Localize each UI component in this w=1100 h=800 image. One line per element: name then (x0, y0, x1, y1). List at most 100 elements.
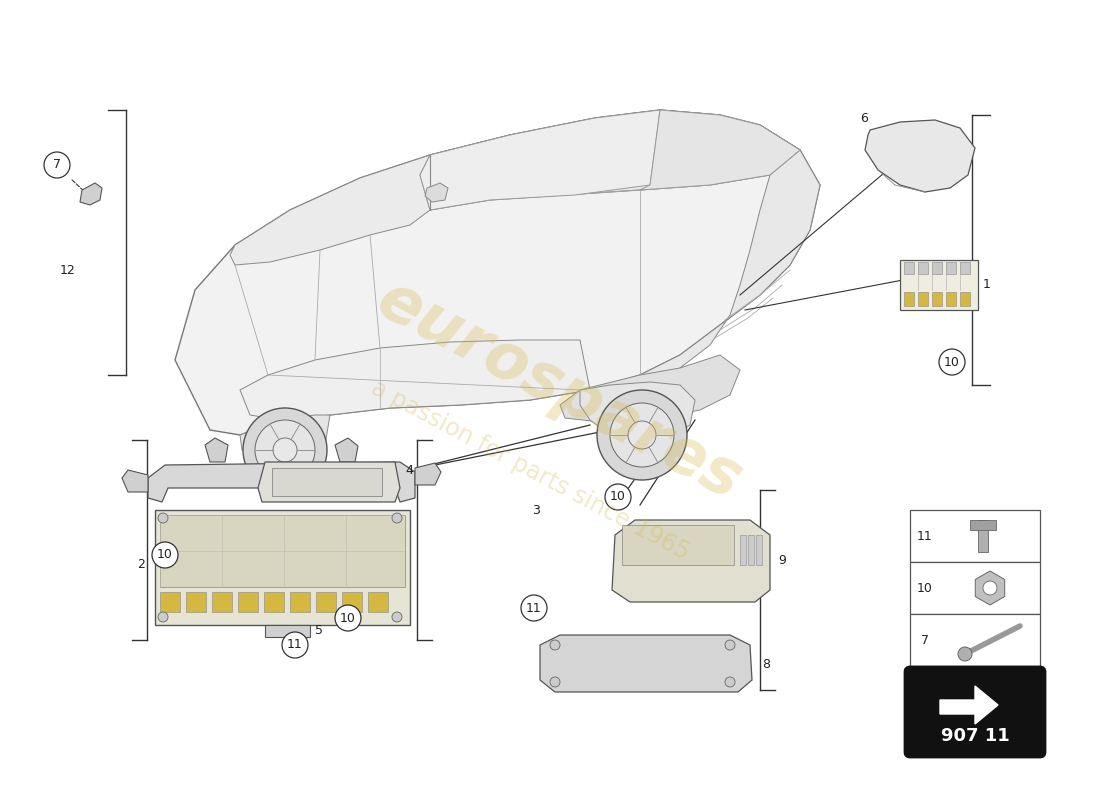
Bar (946, 292, 956, 306)
Polygon shape (640, 150, 820, 382)
Polygon shape (122, 470, 149, 492)
Text: 6: 6 (860, 111, 868, 125)
Circle shape (939, 349, 965, 375)
Circle shape (521, 595, 547, 621)
Circle shape (392, 612, 402, 622)
Circle shape (725, 640, 735, 650)
Bar (900, 260, 978, 310)
Circle shape (550, 677, 560, 687)
Circle shape (725, 677, 735, 687)
Bar (368, 592, 388, 612)
Circle shape (550, 640, 560, 650)
Polygon shape (420, 110, 660, 210)
Text: 11: 11 (917, 530, 933, 542)
Polygon shape (580, 382, 695, 440)
Text: 10: 10 (340, 611, 356, 625)
Bar (960, 262, 970, 274)
Bar (970, 520, 996, 530)
Text: 5: 5 (315, 625, 323, 638)
Circle shape (158, 513, 168, 523)
Bar (756, 535, 762, 565)
Polygon shape (230, 155, 430, 265)
Polygon shape (410, 110, 800, 210)
Circle shape (273, 438, 297, 462)
Bar (265, 625, 310, 637)
Text: eurospares: eurospares (367, 268, 752, 512)
Bar (621, 525, 734, 565)
Bar (978, 520, 988, 552)
Text: 7: 7 (53, 158, 60, 171)
Text: 7: 7 (921, 634, 929, 646)
Circle shape (158, 612, 168, 622)
Bar (946, 262, 956, 274)
Text: a passion for parts since 1965: a passion for parts since 1965 (366, 376, 693, 564)
Circle shape (44, 152, 70, 178)
Polygon shape (540, 635, 752, 692)
Circle shape (610, 403, 674, 467)
Bar (748, 535, 754, 565)
Bar (904, 292, 914, 306)
Bar (904, 262, 914, 274)
Bar (160, 515, 405, 587)
Text: 10: 10 (157, 549, 173, 562)
Bar (316, 592, 336, 612)
Bar (918, 292, 928, 306)
Text: 11: 11 (526, 602, 542, 614)
Polygon shape (560, 355, 740, 422)
Circle shape (152, 542, 178, 568)
Bar (212, 592, 232, 612)
Polygon shape (415, 463, 441, 485)
Polygon shape (640, 110, 800, 190)
Polygon shape (976, 571, 1004, 605)
Text: 907 11: 907 11 (940, 727, 1010, 745)
Text: 9: 9 (778, 554, 785, 566)
Polygon shape (865, 120, 975, 192)
Circle shape (282, 632, 308, 658)
Circle shape (628, 421, 656, 449)
Bar (910, 614, 1040, 666)
Polygon shape (258, 462, 400, 502)
Bar (272, 468, 382, 496)
Bar (155, 510, 410, 625)
Text: 10: 10 (917, 582, 933, 594)
Text: 10: 10 (944, 355, 960, 369)
Bar (342, 592, 362, 612)
Text: 12: 12 (60, 263, 76, 277)
Text: 1: 1 (983, 278, 991, 291)
Bar (186, 592, 206, 612)
Circle shape (392, 513, 402, 523)
Bar (932, 292, 942, 306)
Polygon shape (148, 462, 415, 502)
Text: 10: 10 (610, 490, 626, 503)
Polygon shape (940, 686, 998, 724)
Text: 3: 3 (532, 503, 540, 517)
Bar (932, 262, 942, 274)
Circle shape (336, 605, 361, 631)
Bar (960, 292, 970, 306)
Polygon shape (240, 415, 330, 460)
Polygon shape (612, 520, 770, 602)
FancyBboxPatch shape (905, 667, 1045, 757)
Bar (290, 592, 310, 612)
Text: 2: 2 (138, 558, 145, 571)
Bar (910, 562, 1040, 614)
Text: 8: 8 (762, 658, 770, 671)
Circle shape (597, 390, 688, 480)
Bar (264, 592, 284, 612)
Text: 4: 4 (405, 463, 412, 477)
Bar (160, 592, 180, 612)
Polygon shape (425, 183, 448, 202)
Bar (910, 510, 1040, 562)
Circle shape (605, 484, 631, 510)
Circle shape (243, 408, 327, 492)
Polygon shape (336, 438, 358, 462)
Circle shape (255, 420, 315, 480)
Bar (918, 262, 928, 274)
Polygon shape (175, 110, 819, 435)
Polygon shape (80, 183, 102, 205)
Polygon shape (240, 340, 590, 420)
Circle shape (983, 581, 997, 595)
Circle shape (958, 647, 972, 661)
Bar (740, 535, 746, 565)
Bar (238, 592, 258, 612)
